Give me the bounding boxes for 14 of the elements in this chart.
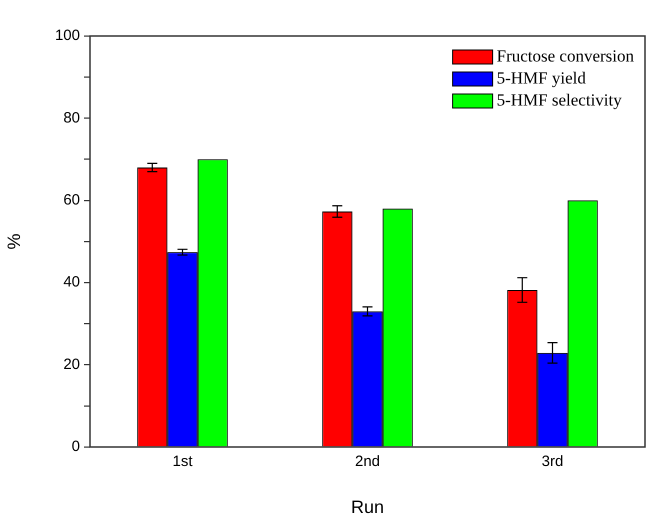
y-tick-label: 80	[63, 109, 80, 126]
y-axis-title: %	[4, 233, 24, 250]
y-tick-label: 40	[63, 274, 80, 291]
legend-label: 5-HMF yield	[496, 68, 586, 88]
y-tick-label: 100	[54, 27, 80, 44]
legend-label: 5-HMF selectivity	[496, 90, 622, 110]
y-tick-label: 0	[72, 438, 80, 456]
legend-label: Fructose conversion	[496, 46, 634, 66]
x-axis-title: Run	[350, 497, 384, 518]
y-tick-label: 60	[63, 192, 80, 209]
x-tick-label: 3rd	[542, 453, 564, 470]
y-tick-label: 20	[63, 356, 80, 373]
x-tick-label: 1st	[172, 453, 194, 470]
x-tick-label: 2nd	[354, 453, 380, 470]
